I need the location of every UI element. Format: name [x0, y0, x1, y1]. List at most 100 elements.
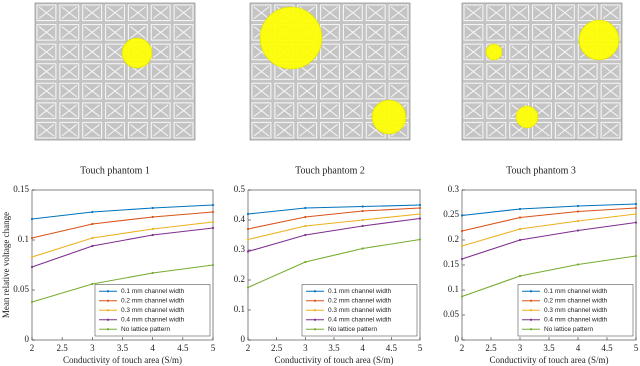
point	[304, 224, 307, 228]
lattice-cross	[367, 26, 384, 39]
lattice-cell	[105, 121, 125, 139]
lattice-cell	[388, 43, 409, 61]
y-tick-label: 0.5	[234, 184, 246, 194]
x-tick-label: 5	[211, 343, 216, 353]
lattice-cell	[365, 4, 386, 22]
x-tick-label: 2.5	[57, 343, 69, 353]
x-tick-label: 2.5	[271, 343, 283, 353]
lattice-cell	[150, 4, 171, 22]
lattice-cell	[320, 63, 340, 80]
y-tick-label: 0.05	[443, 309, 459, 319]
lattice-cell	[274, 121, 295, 139]
lattice-cell	[59, 4, 80, 22]
lattice-cell	[509, 43, 530, 61]
lattice-cell	[509, 63, 530, 80]
x-tick-label: 3	[518, 343, 523, 353]
lattice-cell	[486, 63, 507, 80]
lattice-cell	[554, 63, 575, 80]
lattice-cell	[36, 121, 57, 139]
lattice-cross	[84, 45, 100, 59]
lattice-cell	[600, 121, 621, 139]
x-tick-label: 3.5	[328, 343, 340, 353]
lattice-cross	[253, 84, 270, 98]
lattice-cell	[486, 102, 507, 119]
lattice-cross	[61, 104, 78, 117]
legend-marker	[529, 318, 533, 321]
legend-marker	[529, 290, 533, 293]
lattice-cross	[175, 26, 192, 39]
lattice-cross	[276, 84, 293, 98]
lattice-cross	[61, 84, 78, 98]
lattice-cell	[486, 121, 507, 139]
lattice-cross	[465, 45, 482, 59]
legend-label: No lattice pattern	[328, 326, 378, 333]
series-line	[247, 217, 421, 253]
lattice-cross	[152, 6, 169, 20]
lattice-cross	[175, 45, 192, 59]
lattice-cell	[320, 121, 340, 139]
point	[304, 233, 307, 237]
lattice-cross	[175, 104, 192, 117]
point	[211, 263, 215, 267]
lattice-cell	[150, 63, 171, 80]
x-tick-label: 5	[418, 343, 423, 353]
lattice-cell	[127, 4, 148, 22]
lattice-cross	[367, 84, 384, 98]
lattice-cross	[130, 104, 146, 117]
lattice-cross	[511, 6, 527, 20]
lattice-cell	[105, 63, 125, 80]
lattice-cell	[342, 24, 363, 41]
point	[246, 212, 250, 216]
lattice-cell	[59, 43, 80, 61]
lattice-cell	[150, 121, 171, 139]
lattice-cross	[38, 65, 55, 78]
lattice-cell	[342, 63, 363, 80]
lattice-cross	[557, 123, 573, 137]
lattice-cell	[82, 43, 103, 61]
lattice-cross	[345, 123, 361, 137]
lattice-cell	[173, 4, 194, 22]
lattice-cell	[486, 4, 507, 22]
lattice-cross	[152, 123, 169, 137]
point	[518, 216, 522, 219]
y-tick-label: 0	[455, 334, 460, 344]
point	[246, 227, 250, 231]
lattice-cross	[84, 104, 100, 117]
lattice-cross	[579, 84, 596, 98]
lattice-cell	[342, 121, 363, 139]
lattice-cross	[367, 45, 384, 59]
x-tick-label: 5	[634, 343, 639, 353]
lattice-cross	[602, 84, 619, 98]
point	[91, 210, 94, 214]
point	[91, 236, 94, 240]
lattice-cell	[36, 4, 57, 22]
lattice-cross	[299, 104, 315, 117]
point	[576, 204, 580, 208]
lattice-cell	[600, 4, 621, 22]
lattice-cross	[367, 65, 384, 78]
lattice-cell	[463, 4, 484, 22]
lattice-cell	[509, 24, 530, 41]
point	[634, 206, 638, 210]
point	[211, 203, 215, 207]
lattice-cross	[152, 45, 169, 59]
lattice-cell	[463, 102, 484, 119]
lattice-cell	[36, 63, 57, 80]
lattice-cell	[82, 121, 103, 139]
lattice-cross	[175, 6, 192, 20]
lattice-cell	[59, 63, 80, 80]
lattice-cross	[465, 123, 482, 137]
lattice-cross	[276, 104, 293, 117]
lattice-cell	[342, 82, 363, 100]
y-tick-label: 0.1	[18, 234, 29, 244]
x-tick-label: 4.5	[386, 343, 398, 353]
lattice-cross	[579, 123, 596, 137]
legend-marker	[529, 309, 533, 312]
lattice-cross	[367, 6, 384, 20]
lattice-cross	[534, 6, 550, 20]
point	[30, 217, 34, 221]
lattice-cross	[511, 45, 527, 59]
lattice-cross	[299, 123, 315, 137]
lattice-cross	[152, 84, 169, 98]
